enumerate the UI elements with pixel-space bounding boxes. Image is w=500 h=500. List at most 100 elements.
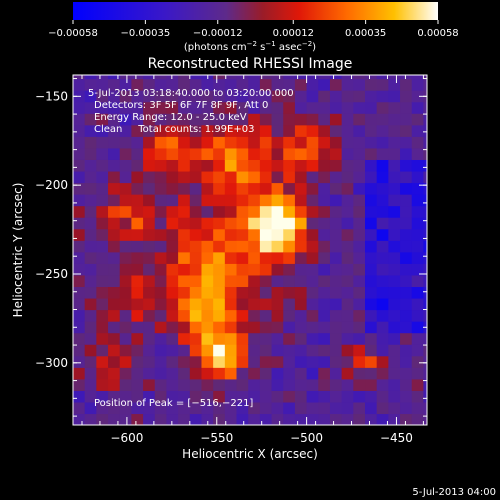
- heatmap-cell: [166, 182, 179, 195]
- heatmap-cell: [329, 159, 343, 172]
- heatmap-cell: [388, 136, 401, 149]
- heatmap-cell: [294, 75, 308, 80]
- heatmap-image: [73, 75, 427, 425]
- heatmap-cell: [306, 228, 319, 241]
- heatmap-cell: [341, 228, 354, 241]
- heatmap-cell: [166, 355, 179, 368]
- heatmap-cell: [400, 182, 413, 195]
- heatmap-cell: [236, 101, 249, 114]
- heatmap-cell: [84, 78, 97, 91]
- heatmap-cell: [329, 401, 343, 415]
- heatmap-cell: [318, 413, 331, 425]
- heatmap-cell: [376, 390, 389, 403]
- heatmap-cell: [178, 240, 191, 253]
- heatmap-cell: [236, 367, 249, 380]
- heatmap-cell: [411, 390, 425, 403]
- heatmap-cell: [318, 217, 331, 230]
- heatmap-cell: [271, 159, 284, 172]
- heatmap-cell: [108, 309, 121, 322]
- heatmap-cell: [119, 413, 132, 425]
- heatmap-cell: [306, 170, 319, 184]
- heatmap-cell: [119, 228, 132, 241]
- heatmap-cell: [143, 321, 156, 334]
- heatmap-cell: [365, 194, 378, 207]
- heatmap-cell: [388, 401, 401, 415]
- heatmap-cell: [306, 124, 319, 137]
- heatmap-cell: [376, 101, 389, 114]
- heatmap-cell: [283, 113, 296, 126]
- heatmap-cell: [248, 136, 261, 149]
- heatmap-cell: [294, 378, 308, 391]
- heatmap-cell: [294, 263, 308, 276]
- heatmap-cell: [271, 297, 284, 311]
- heatmap-cell: [306, 90, 319, 103]
- heatmap-cell: [411, 205, 425, 218]
- heatmap-cell: [178, 182, 191, 195]
- heatmap-cell: [73, 159, 86, 172]
- heatmap-cell: [388, 251, 401, 264]
- heatmap-cell: [388, 228, 401, 241]
- heatmap-cell: [294, 217, 308, 230]
- heatmap-cell: [411, 217, 425, 230]
- heatmap-cell: [294, 170, 308, 184]
- heatmap-cell: [166, 217, 179, 230]
- heatmap-cell: [131, 136, 144, 149]
- heatmap-cell: [96, 355, 109, 368]
- heatmap-cell: [259, 75, 273, 80]
- heatmap-cell: [341, 297, 354, 311]
- heatmap-cell: [236, 274, 249, 288]
- heatmap-cell: [306, 75, 319, 80]
- heatmap-cell: [365, 263, 378, 276]
- heatmap-cell: [283, 75, 296, 80]
- heatmap-cell: [189, 170, 203, 184]
- heatmap-cell: [283, 90, 296, 103]
- info-time-range: 5-Jul-2013 03:18:40.000 to 03:20:00.000: [88, 88, 294, 99]
- heatmap-cell: [376, 75, 389, 80]
- heatmap-cell: [73, 321, 86, 334]
- heatmap-cell: [178, 286, 191, 299]
- heatmap-cell: [329, 217, 343, 230]
- heatmap-cell: [108, 182, 121, 195]
- heatmap-cell: [73, 205, 86, 218]
- heatmap-cell: [73, 378, 86, 391]
- heatmap-cell: [294, 240, 308, 253]
- heatmap-cell: [283, 228, 296, 241]
- heatmap-cell: [353, 205, 366, 218]
- heatmap-cell: [306, 113, 319, 126]
- heatmap-cell: [84, 401, 97, 415]
- heatmap-cell: [73, 355, 86, 368]
- heatmap-cell: [166, 332, 179, 345]
- heatmap-cell: [400, 136, 413, 149]
- heatmap-cell: [259, 136, 273, 149]
- heatmap-cell: [213, 124, 226, 137]
- heatmap-cell: [84, 378, 97, 391]
- heatmap-cell: [201, 344, 214, 357]
- heatmap-cell: [306, 263, 319, 276]
- heatmap-cell: [329, 101, 343, 114]
- heatmap-cell: [306, 240, 319, 253]
- heatmap-cell: [213, 182, 226, 195]
- heatmap-cell: [201, 378, 214, 391]
- heatmap-cell: [400, 240, 413, 253]
- heatmap-cell: [166, 378, 179, 391]
- heatmap-cell: [189, 321, 203, 334]
- heatmap-cell: [353, 378, 366, 391]
- heatmap-cell: [400, 309, 413, 322]
- heatmap-cell: [259, 367, 273, 380]
- heatmap-cell: [294, 147, 308, 160]
- heatmap-cell: [143, 263, 156, 276]
- heatmap-cell: [376, 124, 389, 137]
- heatmap-cell: [388, 90, 401, 103]
- heatmap-cell: [224, 297, 238, 311]
- heatmap-cell: [96, 240, 109, 253]
- heatmap-cell: [224, 101, 238, 114]
- heatmap-cell: [119, 205, 132, 218]
- heatmap-cell: [108, 297, 121, 311]
- heatmap-cell: [201, 297, 214, 311]
- colorbar-tick-label: −0.00012: [193, 28, 243, 39]
- heatmap-cell: [365, 113, 378, 126]
- heatmap-cell: [248, 332, 261, 345]
- heatmap-cell: [318, 240, 331, 253]
- heatmap-cell: [388, 182, 401, 195]
- heatmap-cell: [108, 251, 121, 264]
